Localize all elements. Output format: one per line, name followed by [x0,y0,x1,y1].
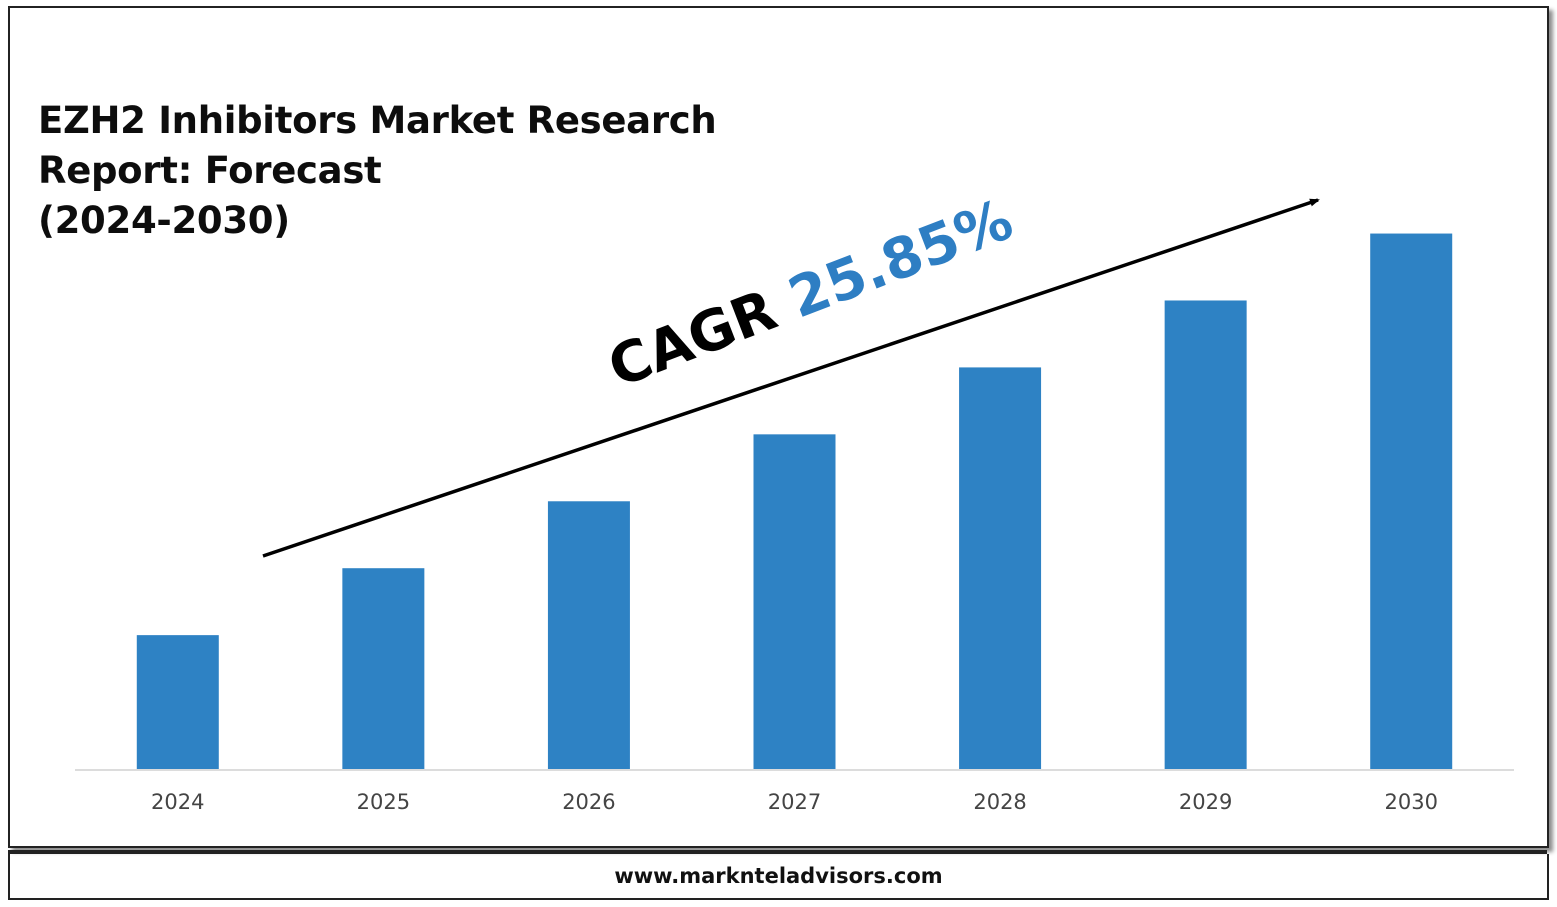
x-tick-label-2025: 2025 [357,790,410,814]
bar-2028 [959,367,1042,769]
x-tick-label-2024: 2024 [151,790,204,814]
bar-2024 [136,635,219,769]
x-tick-label-2029: 2029 [1179,790,1232,814]
x-tick-label-2026: 2026 [562,790,615,814]
bar-2025 [342,568,425,769]
x-tick-labels: 2024 2025 2026 2027 2028 2029 2030 [151,790,1438,814]
bar-2027 [753,434,836,769]
bar-2026 [547,501,630,769]
x-tick-label-2027: 2027 [768,790,821,814]
footer: www.marknteladvisors.com [8,854,1549,900]
footer-url[interactable]: www.marknteladvisors.com [614,864,943,888]
trend-arrow [262,198,1320,558]
bar-2029 [1164,300,1247,769]
title-line-3: (2024-2030) [38,199,290,242]
bar-2030 [1370,233,1453,769]
x-tick-label-2030: 2030 [1384,790,1437,814]
title-line-2: Report: Forecast [38,149,382,192]
x-tick-label-2028: 2028 [973,790,1026,814]
bars-group [136,233,1453,769]
title-line-1: EZH2 Inhibitors Market Research [38,99,717,142]
footer-divider [8,850,1547,854]
chart-title: EZH2 Inhibitors Market Research Report: … [38,96,717,246]
